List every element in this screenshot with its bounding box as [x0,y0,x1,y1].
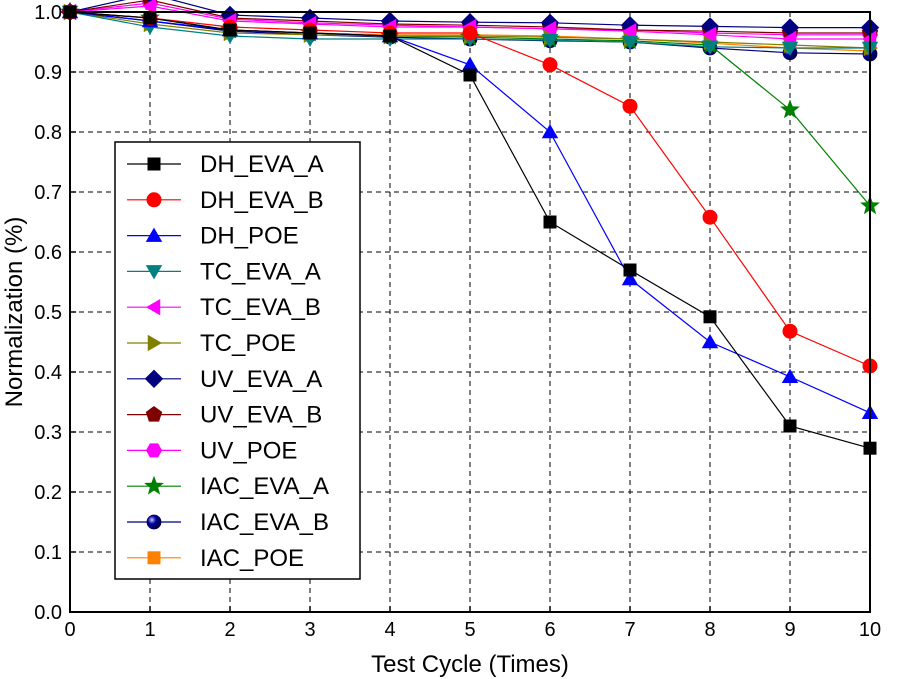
y-axis-label: Normalization (%) [1,217,28,408]
data-point [703,310,717,324]
data-point [541,20,557,38]
y-tick-label: 0.2 [34,482,62,504]
legend-item: DH_POE [127,223,299,250]
data-point [542,57,558,73]
data-point [622,98,638,114]
legend-item: IAC_EVA_B [127,509,329,536]
legend-marker [147,157,161,171]
legend-label: DH_EVA_A [200,151,324,178]
x-tick-label: 4 [384,619,395,641]
legend-item: TC_POE [127,330,296,357]
legend-label: DH_POE [200,223,299,250]
data-point [702,209,718,225]
legend-marker [145,405,163,422]
legend-box [114,141,361,580]
legend-marker [146,514,162,530]
legend-item: UV_EVA_A [127,366,322,393]
x-tick-label: 9 [784,619,795,641]
data-point [783,419,797,433]
y-tick-label: 0.0 [34,602,62,624]
x-tick-label: 2 [224,619,235,641]
legend-marker [145,227,163,242]
x-tick-label: 8 [704,619,715,641]
legend-marker [145,298,161,316]
x-tick-label: 0 [64,619,75,641]
x-tick-label: 10 [859,619,881,641]
legend-label: IAC_EVA_B [200,509,329,536]
legend-marker [144,475,164,495]
legend-label: IAC_POE [200,545,304,572]
y-tick-label: 0.1 [34,542,62,564]
data-point [223,23,237,37]
x-tick-label: 6 [544,619,555,641]
legend-marker [147,551,161,565]
x-tick-label: 3 [304,619,315,641]
legend-label: TC_POE [200,330,296,357]
legend-item: IAC_POE [127,545,304,572]
data-point [621,22,637,40]
legend-label: UV_EVA_B [200,402,322,429]
legend: DH_EVA_A DH_EVA_B DH_POE TC_EVA_A TC_EVA_B TC… [114,141,361,580]
data-point [141,0,157,15]
legend-label: TC_EVA_A [200,258,321,285]
y-tick-label: 0.4 [34,362,62,384]
legend-label: UV_POE [200,437,297,464]
data-point [781,41,799,57]
data-point [782,323,798,339]
legend-item: TC_EVA_A [127,258,321,285]
y-tick-label: 0.5 [34,302,62,324]
data-point [621,35,639,51]
x-tick-label: 5 [464,619,475,641]
legend-marker [145,265,163,280]
legend-marker [146,192,162,208]
data-point [143,11,157,25]
data-point [541,33,559,49]
legend-item: DH_EVA_B [127,187,324,214]
legend-label: IAC_EVA_A [200,473,329,500]
y-tick-label: 0.3 [34,422,62,444]
data-point [701,26,717,44]
data-point [701,333,719,349]
legend-label: TC_EVA_B [200,294,321,321]
legend-item: UV_POE [127,437,297,464]
y-tick-label: 0.9 [34,62,62,84]
legend-item: IAC_EVA_A [127,473,329,500]
x-tick-label: 1 [144,619,155,641]
x-tick-label: 7 [624,619,635,641]
y-tick-label: 0.7 [34,182,62,204]
legend-marker [147,334,163,352]
axis-ticks: 0 1 2 3 4 5 6 7 8 9 10 0.0 0.1 0.2 0.3 0.4 0.5 0.6 0.7 0.8 0… [34,2,881,641]
legend-label: UV_EVA_A [200,366,322,393]
data-point [541,123,559,139]
data-point [543,215,557,229]
legend-marker [144,369,164,389]
data-point [701,40,719,55]
y-tick-label: 0.8 [34,122,62,144]
x-axis-label: Test Cycle (Times) [371,651,569,678]
legend-marker [145,443,163,458]
grid [70,12,870,612]
data-point [463,68,477,82]
data-point [383,29,397,43]
data-point [780,99,800,119]
legend-item: TC_EVA_B [127,294,321,321]
data-point [303,26,317,40]
legend-item: UV_EVA_B [127,402,322,429]
legend-label: DH_EVA_B [200,187,324,214]
y-tick-label: 1.0 [34,2,62,24]
y-tick-label: 0.6 [34,242,62,264]
data-point [462,25,478,41]
data-point [623,263,637,277]
data-point [621,270,639,286]
data-point [781,368,799,384]
legend-item: DH_EVA_A [127,151,324,178]
